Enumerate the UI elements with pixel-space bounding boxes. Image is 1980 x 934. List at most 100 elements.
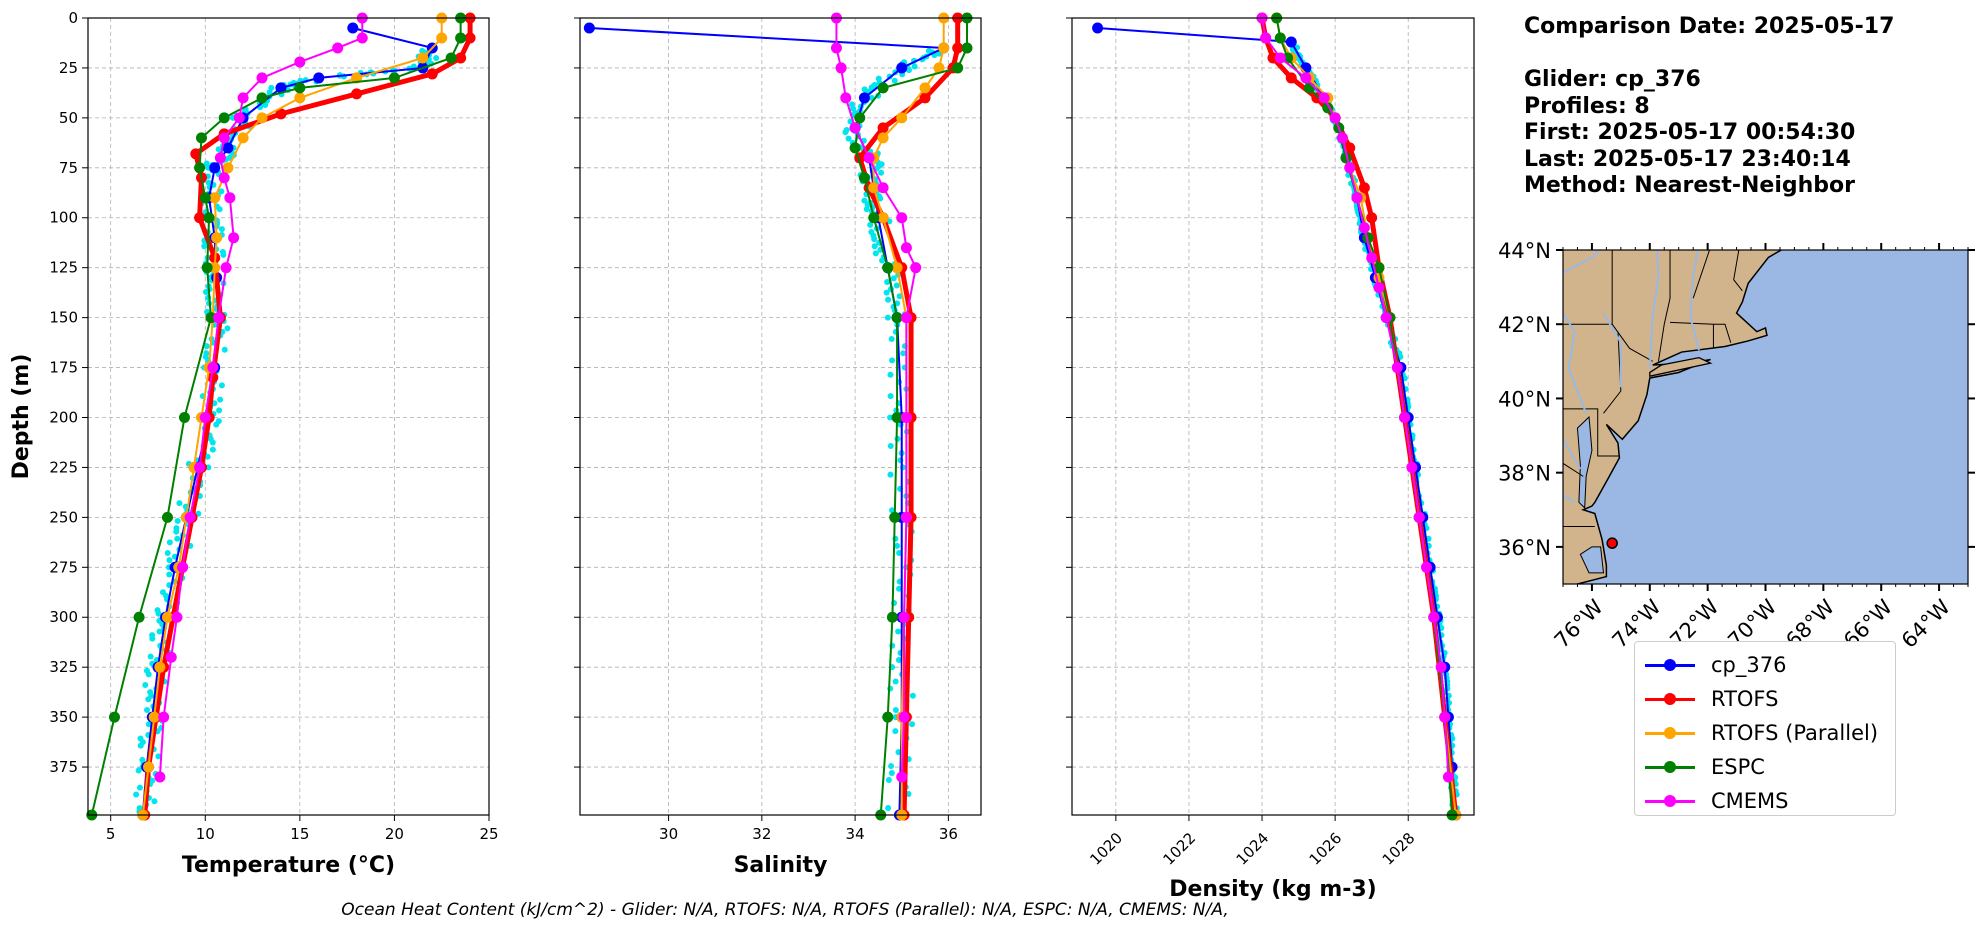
glider-scatter-point: [216, 407, 223, 414]
series-point: [858, 92, 870, 104]
series-point: [275, 82, 287, 94]
series-point: [919, 82, 931, 94]
glider-scatter-point: [867, 221, 874, 228]
series-point: [877, 212, 889, 224]
x-tick-label: 5: [106, 825, 116, 843]
series-point: [108, 711, 120, 723]
series-point: [1373, 262, 1385, 274]
x-tick-label: 1028: [1379, 829, 1419, 869]
series-point: [1435, 661, 1447, 673]
series-point: [224, 192, 236, 204]
glider-scatter-point: [166, 571, 173, 578]
legend-swatch: [1645, 791, 1695, 811]
glider-scatter-point: [145, 696, 152, 703]
series-point: [294, 56, 306, 68]
series-point: [1300, 72, 1312, 84]
map-longitude-label: 76°W: [1550, 595, 1608, 653]
series-point: [455, 52, 467, 64]
map-content: [1563, 250, 1968, 584]
legend-swatch: [1645, 689, 1695, 709]
series-point: [1399, 411, 1411, 423]
series-point: [455, 32, 467, 44]
series-point: [201, 262, 213, 274]
glider-scatter-point: [892, 728, 899, 735]
series-point: [1406, 461, 1418, 473]
glider-scatter-point: [218, 382, 225, 389]
state-border: [1713, 323, 1732, 343]
glider-scatter-point: [209, 439, 216, 446]
map-latitude-label: 38°N: [1498, 462, 1551, 486]
series-point: [154, 661, 166, 673]
series-point: [900, 511, 912, 523]
series-point: [1366, 212, 1378, 224]
x-tick-label: 1024: [1233, 829, 1273, 869]
axes-frame: [1071, 17, 1475, 816]
y-axis-label: Depth (m): [9, 354, 34, 480]
series-point: [171, 611, 183, 623]
glider-scatter-point: [905, 67, 912, 74]
glider-scatter-point: [135, 767, 142, 774]
legend-label: cp_376: [1711, 653, 1787, 677]
series-point: [148, 711, 160, 723]
series-point: [209, 262, 221, 274]
comparison-info: Comparison Date: 2025-05-17 Glider: cp_3…: [1524, 14, 1894, 200]
x-tick-label: 1026: [1306, 829, 1346, 869]
series-point: [194, 212, 206, 224]
series-point: [133, 611, 145, 623]
series-point: [1285, 72, 1297, 84]
map-latitude-label: 42°N: [1498, 313, 1551, 337]
glider-scatter-point: [891, 77, 898, 84]
series-point: [294, 82, 306, 94]
glider-scatter-point: [136, 784, 143, 791]
series-point: [1358, 182, 1370, 194]
series-point: [961, 42, 973, 54]
series-point: [877, 132, 889, 144]
glider-scatter-point: [861, 197, 868, 204]
glider-scatter-point: [909, 721, 916, 728]
state-border: [1563, 408, 1620, 457]
glider-scatter-point: [204, 453, 211, 460]
series-point: [1285, 36, 1297, 48]
legend-item: CMEMS: [1645, 784, 1885, 818]
series-point: [891, 262, 903, 274]
x-tick-label: 25: [479, 825, 498, 843]
series-point: [207, 362, 219, 374]
map-latitude-label: 36°N: [1498, 536, 1551, 560]
profile-panel-1: 30 32 34 36 Salinity: [574, 12, 982, 878]
y-tick-label: 375: [49, 758, 78, 776]
series-point: [1439, 711, 1451, 723]
x-axis-label: Temperature (°C): [182, 853, 395, 878]
glider-scatter-point: [143, 706, 150, 713]
series-point: [877, 122, 889, 134]
series-line-rtofs-parallel-: [141, 18, 443, 816]
series-point: [203, 212, 215, 224]
series-point: [222, 142, 234, 154]
x-tick-label: 36: [939, 825, 958, 843]
map-latitude-label: 44°N: [1498, 239, 1551, 263]
y-tick-label: 175: [49, 359, 78, 377]
series-point: [351, 88, 363, 100]
y-tick-label: 100: [49, 209, 78, 227]
glider-scatter-point: [909, 692, 916, 699]
series-point: [1329, 112, 1341, 124]
legend-item: cp_376: [1645, 648, 1885, 682]
glider-scatter-point: [224, 325, 231, 332]
glider-scatter-point: [892, 678, 899, 685]
series-point: [1428, 611, 1440, 623]
axes-frame: [87, 17, 490, 816]
river: [1563, 250, 1602, 275]
y-tick-label: 250: [49, 508, 78, 526]
profile-count: Profiles: 8: [1524, 93, 1650, 119]
axes-frame: [579, 17, 982, 816]
series-point: [205, 312, 217, 324]
x-tick-label: 30: [659, 825, 678, 843]
series-point: [445, 52, 457, 64]
method: Method: Nearest-Neighbor: [1524, 173, 1855, 198]
series-point: [938, 42, 950, 54]
glider-scatter-point: [885, 805, 892, 812]
series-point: [332, 42, 344, 54]
series-point: [1318, 92, 1330, 104]
state-border: [1563, 462, 1584, 477]
glider-scatter-point: [218, 226, 225, 233]
inset-map: 76°W 74°W 72°W 70°W 68°W 66°W 64°W44°N42°N40°N…: [1498, 239, 1975, 653]
